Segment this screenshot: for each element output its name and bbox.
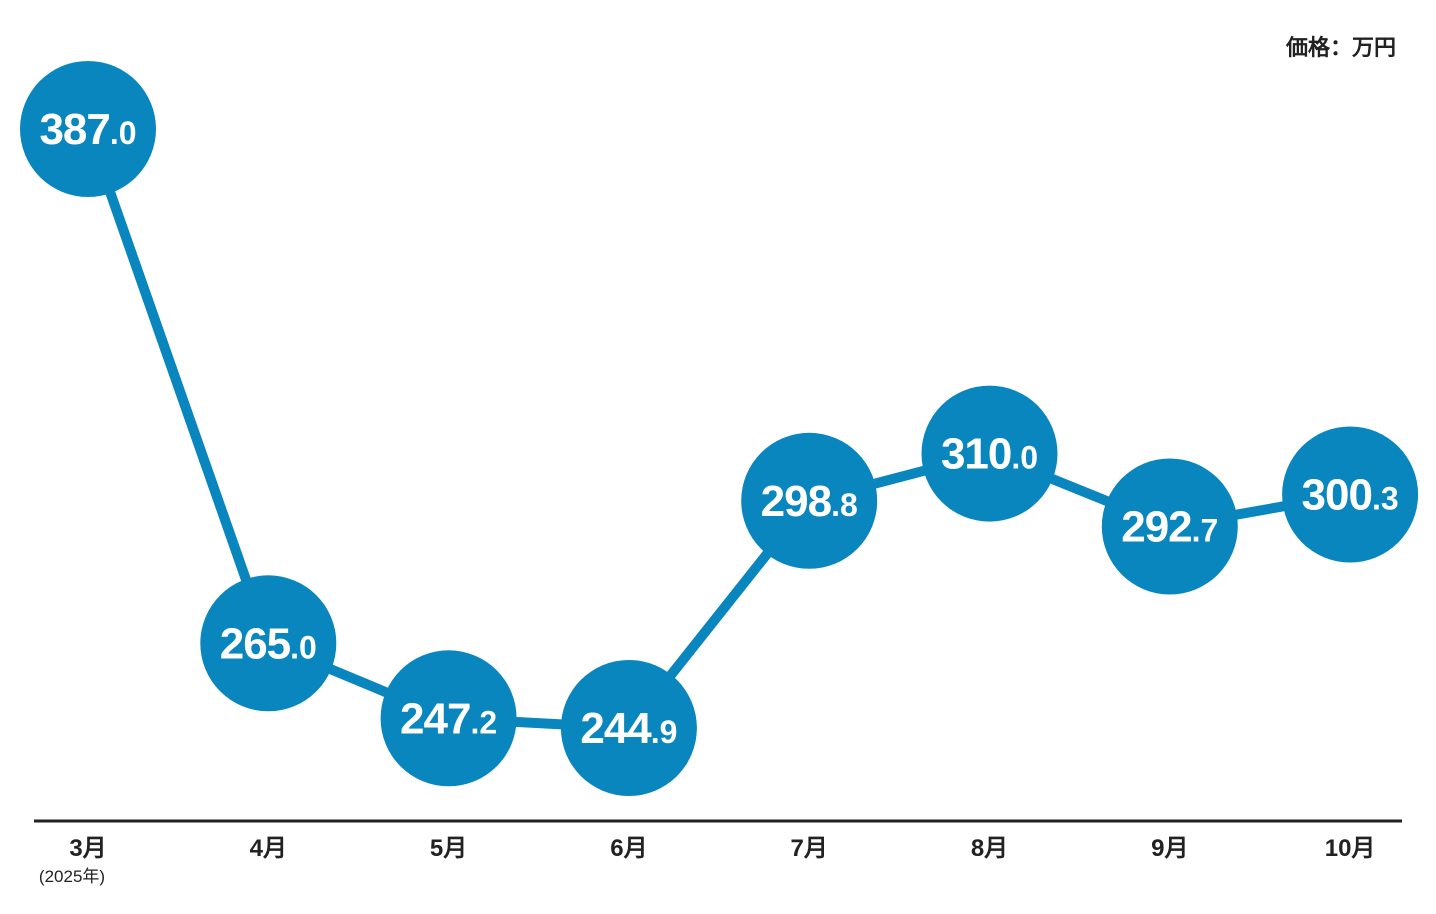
data-point-value-main: 292 [1121,503,1191,552]
data-point-3: 247.2 [380,650,517,787]
data-point-value-main: 265 [220,619,291,668]
data-point-label: 247.2 [400,694,497,743]
data-point-4: 244.9 [560,660,697,796]
x-tick-label: 5月 [430,835,467,862]
data-point-marker [1101,458,1238,595]
data-point-value-decimal: .2 [470,704,497,740]
data-point-marker [380,650,517,787]
data-point-value-main: 244 [580,704,652,753]
data-point-label: 292.7 [1121,503,1218,552]
data-point-value-decimal: .0 [290,629,317,665]
data-point-value-main: 310 [941,430,1011,479]
data-point-label: 244.9 [580,704,677,753]
data-point-label: 387.0 [39,105,136,154]
data-point-marker [200,575,337,712]
data-point-marker [560,660,697,796]
data-point-value-decimal: .7 [1192,513,1219,549]
data-point-1: 387.0 [20,61,156,197]
data-point-value-main: 247 [400,694,470,743]
data-point-8: 300.3 [1282,426,1419,563]
data-point-value-decimal: .9 [651,714,678,750]
data-point-label: 298.8 [761,477,858,526]
data-point-value-decimal: .3 [1372,481,1399,517]
data-point-label: 265.0 [220,619,317,668]
data-point-marker [741,432,878,569]
x-tick-label: 4月 [250,835,287,862]
data-point-7: 292.7 [1101,458,1238,595]
data-point-marker [921,385,1058,522]
data-point-value-decimal: .8 [831,487,858,523]
data-point-label: 300.3 [1302,471,1399,520]
unit-label: 価格：万円 [1285,35,1396,60]
x-tick-label: 3月 [69,835,106,862]
x-tick-label: 7月 [791,835,828,862]
x-tick-labels: 3月 (2025年) 4月 5月 6月 7月 8月 9月 10月 [39,835,1376,886]
data-point-value-decimal: .0 [1011,440,1038,476]
data-point-value-decimal: .0 [110,115,137,151]
data-point-value-main: 387 [39,105,109,154]
x-tick-label: 9月 [1151,835,1188,862]
data-point-marker [20,61,156,197]
x-tick-year-note: (2025年) [39,867,105,886]
data-point-value-main: 300 [1302,471,1372,520]
data-point-label: 310.0 [941,430,1038,479]
data-point-6: 310.0 [921,385,1058,522]
x-tick-label: 8月 [971,835,1008,862]
data-point-marker [1282,426,1419,563]
data-point-5: 298.8 [741,432,878,569]
data-point-2: 265.0 [200,575,337,712]
x-tick-label: 6月 [610,835,647,862]
x-tick-label: 10月 [1325,835,1376,862]
data-point-value-main: 298 [761,477,832,526]
